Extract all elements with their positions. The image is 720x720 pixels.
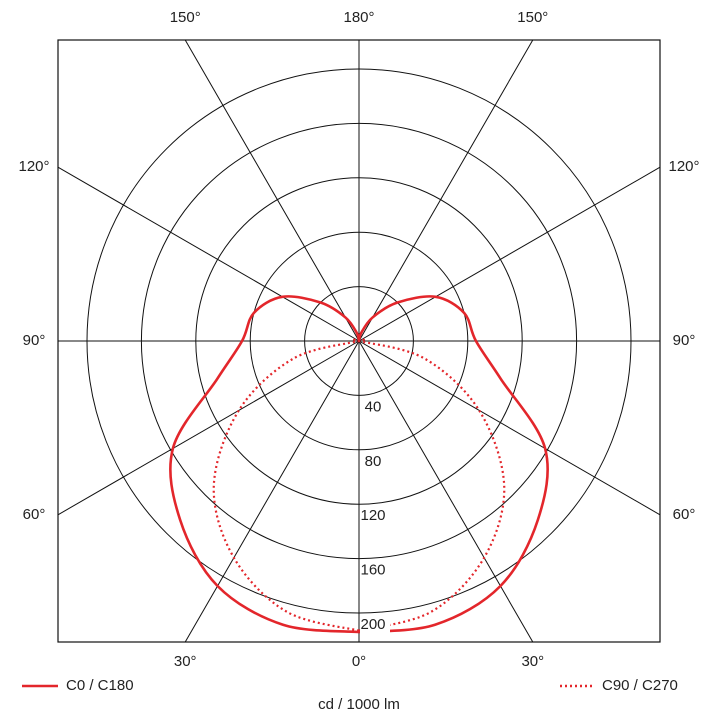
angle-tick-label: 120°: [18, 158, 49, 175]
series-line: [212, 338, 365, 632]
label-bg: [360, 452, 390, 471]
r-tick-label: 120: [360, 507, 385, 524]
label-bg: [360, 561, 390, 580]
angle-tick-label: 30°: [521, 653, 544, 670]
grid-spoke: [358, 39, 534, 342]
series-line: [169, 295, 361, 634]
r-tick-label: 80: [365, 453, 382, 470]
grid-spoke: [358, 340, 661, 516]
series-line: [357, 295, 549, 634]
grid-spoke: [358, 166, 661, 342]
series-line: [353, 338, 506, 632]
grid-spoke: [184, 39, 360, 342]
label-bg: [360, 616, 390, 634]
label-bg: [360, 398, 390, 417]
x-axis-label: cd / 1000 lm: [318, 696, 400, 713]
grid-spoke: [57, 340, 360, 516]
angle-tick-label: 180°: [343, 9, 374, 26]
angle-tick-label: 150°: [170, 9, 201, 26]
legend-label: C0 / C180: [66, 677, 134, 694]
label-bg: [360, 507, 390, 526]
angle-tick-label: 60°: [673, 506, 696, 523]
angle-tick-label: 60°: [23, 506, 46, 523]
angle-tick-label: 120°: [668, 158, 699, 175]
grid-spoke: [358, 340, 534, 643]
legend-label: C90 / C270: [602, 677, 678, 694]
angle-tick-label: 90°: [23, 332, 46, 349]
angle-tick-label: 30°: [174, 653, 197, 670]
r-tick-label: 40: [365, 398, 382, 415]
grid-spoke: [57, 166, 360, 342]
angle-tick-label: 0°: [352, 653, 366, 670]
angle-tick-label: 150°: [517, 9, 548, 26]
r-tick-label: 160: [360, 562, 385, 579]
grid-spoke: [184, 340, 360, 643]
angle-tick-label: 90°: [673, 332, 696, 349]
r-tick-label: 200: [360, 616, 385, 633]
